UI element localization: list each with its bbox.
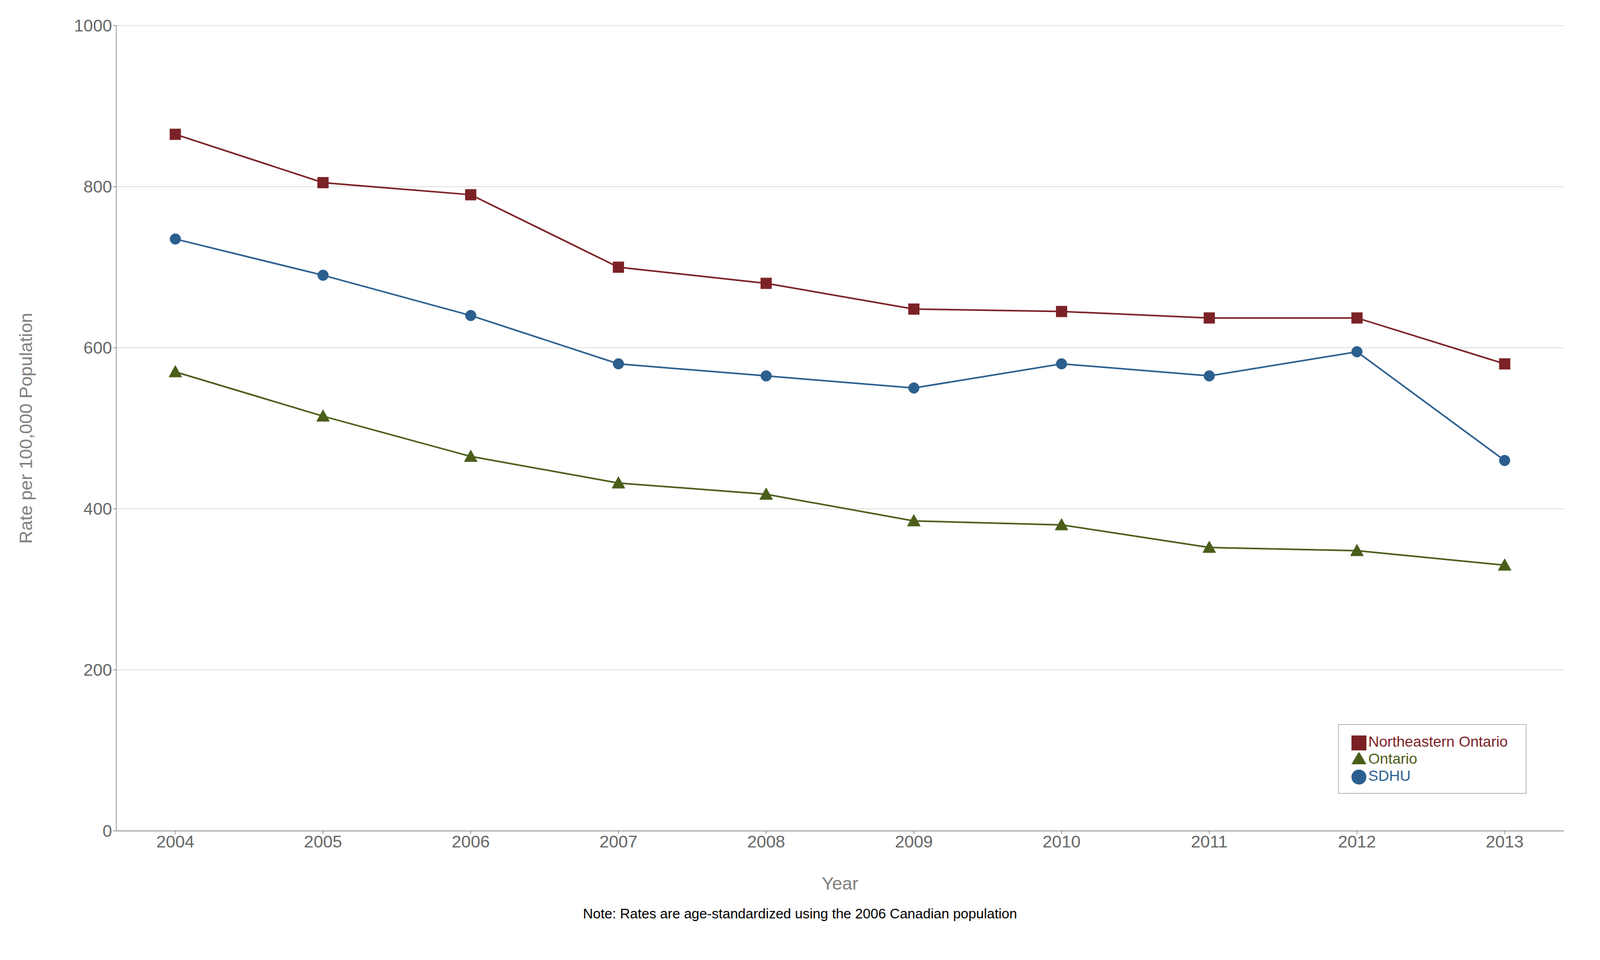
html-text:Note: Rates are age-standardiz: Note: Rates are age-standardized using t… <box>582 905 1018 922</box>
svg-text:1000: 1000 <box>74 16 112 36</box>
svg-text:Rate per 100,000 Population: Rate per 100,000 Population <box>15 313 36 544</box>
html-text:Northeastern Ontario: Northeastern Ontario <box>1368 733 1508 750</box>
svg-text:2008: 2008 <box>747 832 786 852</box>
svg-text:400: 400 <box>83 499 112 519</box>
svg-text:2007: 2007 <box>599 832 638 852</box>
svg-text:2005: 2005 <box>304 832 342 852</box>
svg-text:Year: Year <box>821 873 859 894</box>
svg-text:2009: 2009 <box>894 832 933 852</box>
svg-text:2012: 2012 <box>1338 832 1376 852</box>
svg-text:600: 600 <box>83 338 112 358</box>
svg-text:800: 800 <box>83 177 112 197</box>
svg-text:2010: 2010 <box>1042 832 1081 852</box>
svg-text:200: 200 <box>83 660 112 680</box>
svg-text:2004: 2004 <box>156 832 195 852</box>
html-text:SDHU: SDHU <box>1368 767 1411 784</box>
svg-text:2006: 2006 <box>451 832 490 852</box>
svg-text:0: 0 <box>102 821 112 841</box>
svg-text:2013: 2013 <box>1485 832 1524 852</box>
html-text:Ontario: Ontario <box>1368 750 1418 767</box>
svg-text:2011: 2011 <box>1190 832 1228 852</box>
